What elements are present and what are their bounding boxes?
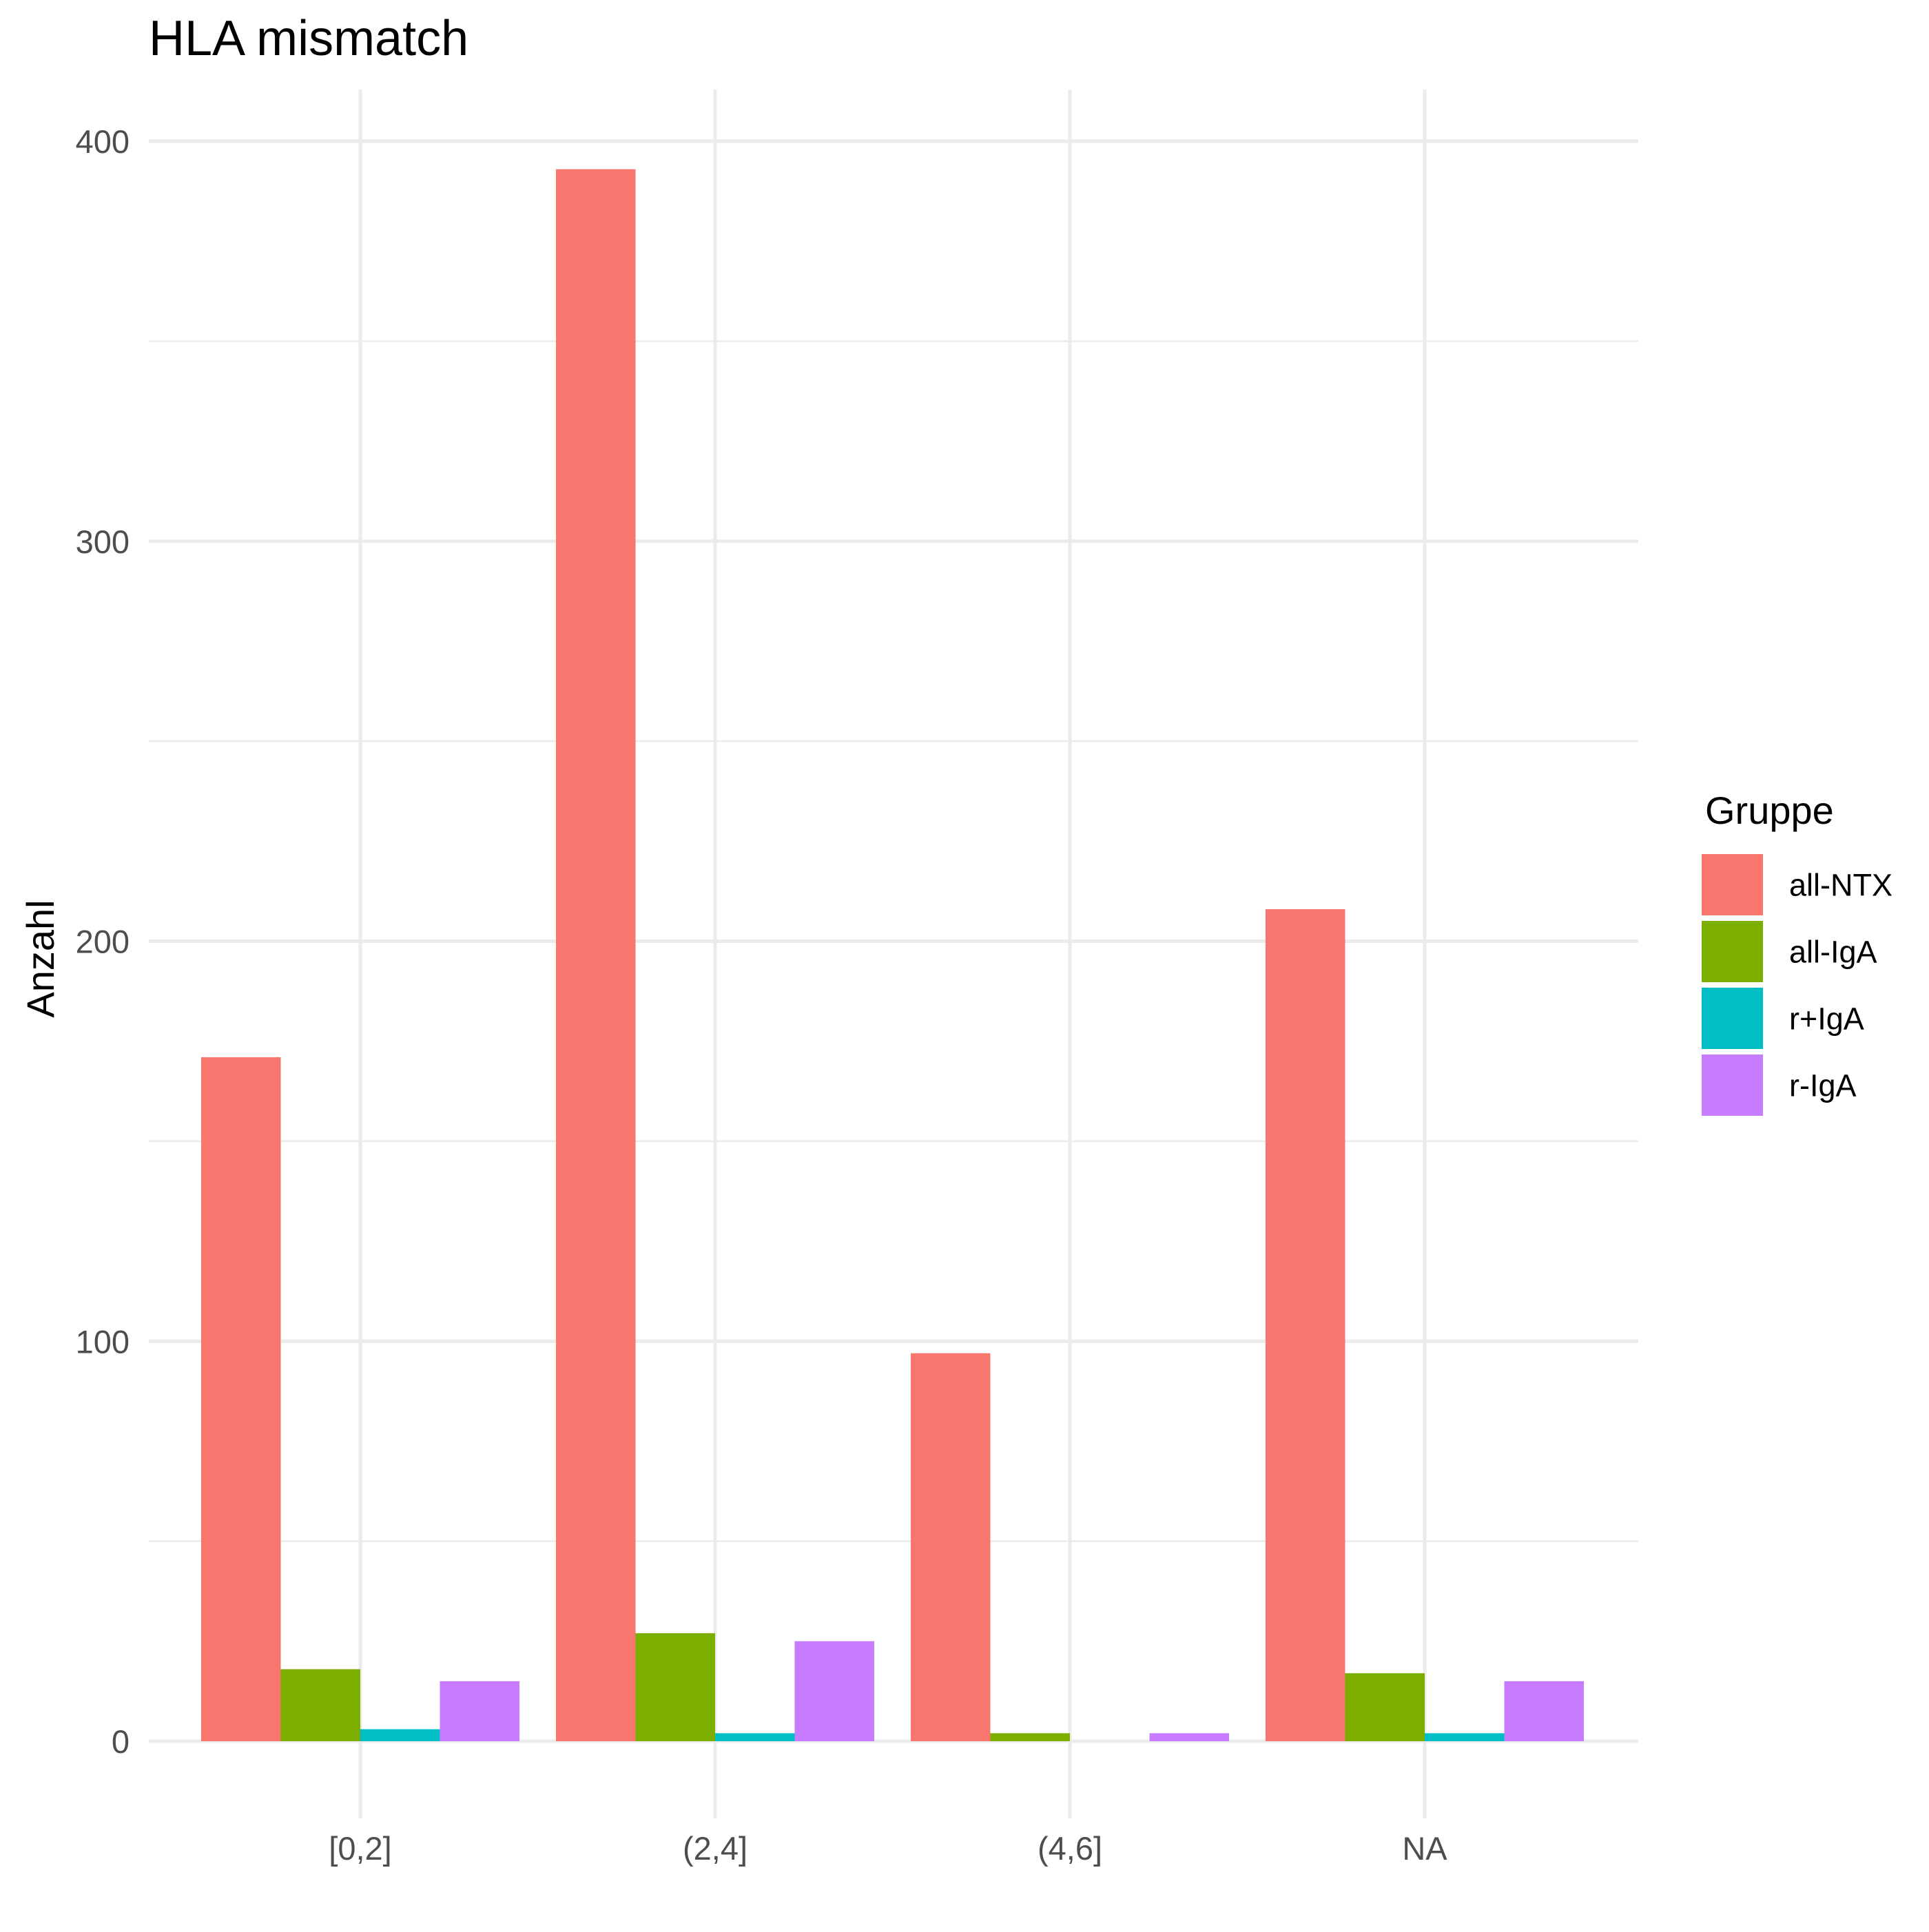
grid-layer — [149, 90, 1638, 1818]
axis-layer: HLA mismatch Anzahl 0 100 200 300 400 [0,2] (2… — [19, 11, 1447, 1867]
bar-r-iga-0 — [360, 1729, 440, 1741]
legend: Gruppe all-NTX all-IgA r+IgA r-IgA — [1702, 789, 1892, 1116]
bar-all-iga-1 — [635, 1633, 715, 1741]
legend-key — [1702, 854, 1763, 915]
y-tick-label: 0 — [112, 1723, 130, 1760]
x-tick-label: NA — [1402, 1830, 1447, 1867]
bar-r-iga-3 — [1504, 1681, 1584, 1741]
bar-r-iga-3 — [1425, 1733, 1505, 1741]
legend-title: Gruppe — [1705, 789, 1834, 832]
y-tick-label: 300 — [76, 523, 130, 560]
bar-all-iga-2 — [990, 1733, 1070, 1741]
legend-key — [1702, 988, 1763, 1049]
bar-all-ntx-0 — [201, 1057, 281, 1741]
x-tick-label: [0,2] — [329, 1830, 391, 1867]
legend-label: r+IgA — [1789, 1001, 1864, 1037]
legend-label: all-NTX — [1789, 868, 1892, 903]
bar-all-ntx-3 — [1266, 909, 1345, 1741]
bar-all-ntx-2 — [911, 1353, 991, 1741]
legend-key — [1702, 1055, 1763, 1116]
legend-key — [1702, 921, 1763, 982]
bar-all-ntx-1 — [556, 169, 636, 1741]
bar-r-iga-2 — [1149, 1733, 1229, 1741]
legend-label: r-IgA — [1789, 1068, 1857, 1103]
bars-layer — [201, 169, 1584, 1741]
x-tick-label: (4,6] — [1038, 1830, 1102, 1867]
y-tick-label: 200 — [76, 924, 130, 960]
bar-r-iga-1 — [715, 1733, 795, 1741]
bar-all-iga-3 — [1345, 1673, 1425, 1741]
y-tick-label: 400 — [76, 123, 130, 160]
legend-label: all-IgA — [1789, 935, 1877, 970]
y-axis-label: Anzahl — [19, 900, 62, 1017]
x-tick-label: (2,4] — [683, 1830, 747, 1867]
bar-r-iga-0 — [440, 1681, 519, 1741]
y-tick-label: 100 — [76, 1323, 130, 1360]
chart-title: HLA mismatch — [149, 11, 468, 66]
bar-r-iga-1 — [794, 1641, 874, 1741]
bar-all-iga-0 — [280, 1669, 360, 1741]
